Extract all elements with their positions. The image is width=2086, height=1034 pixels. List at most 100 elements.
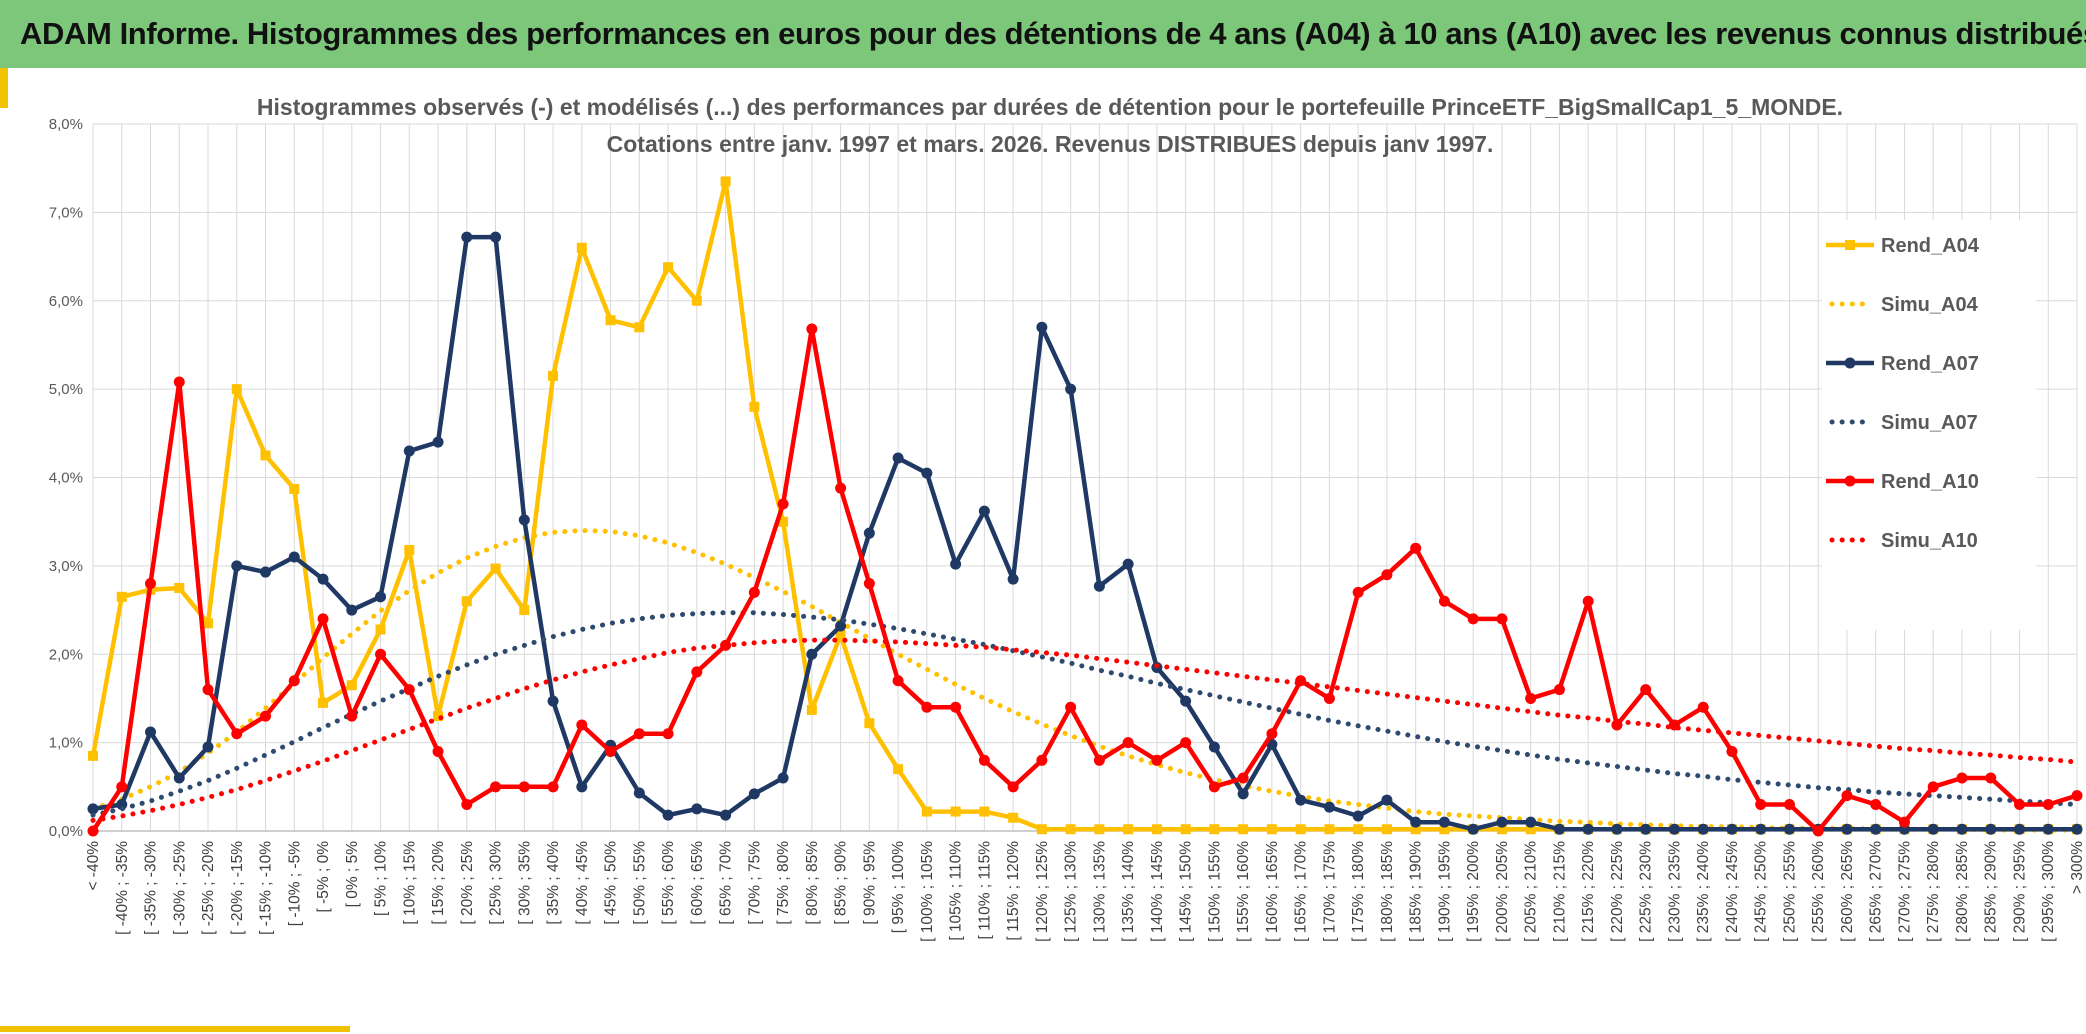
point-Rend_A10 xyxy=(1122,737,1134,749)
x-tick-label: [ -15% ; -10% xyxy=(258,841,275,935)
point-Rend_A10 xyxy=(403,684,415,696)
x-tick-label: [ 280% ; 285% xyxy=(1954,841,1971,942)
point-Rend_A10 xyxy=(173,376,185,388)
point-Rend_A07 xyxy=(145,726,157,738)
point-Rend_A07 xyxy=(1726,823,1738,835)
legend-label: Rend_A07 xyxy=(1881,353,1979,375)
point-Rend_A10 xyxy=(1726,745,1738,757)
point-Rend_A04 xyxy=(116,591,127,602)
x-tick-label: [ 45% ; 50% xyxy=(603,841,620,925)
point-Rend_A10 xyxy=(1496,613,1508,625)
y-tick-label: 5,0% xyxy=(49,381,83,398)
series-line-Rend_A07 xyxy=(92,234,2077,832)
series-Simu_A10 xyxy=(90,637,2080,823)
point-Rend_A04 xyxy=(318,697,329,708)
x-tick-label: [ 295% ; 300% xyxy=(2040,841,2057,942)
point-Rend_A04 xyxy=(404,544,415,555)
x-tick-label: [ 100% ; 105% xyxy=(919,841,936,942)
point-Rend_A07 xyxy=(2071,823,2083,835)
page-title: ADAM Informe. Histogrammes des performan… xyxy=(20,16,2086,51)
point-Rend_A10 xyxy=(2013,798,2025,810)
point-Rend_A07 xyxy=(1870,823,1882,835)
x-tick-label: [ 120% ; 125% xyxy=(1034,841,1051,942)
x-tick-label: [ 55% ; 60% xyxy=(660,841,677,925)
point-Rend_A07 xyxy=(720,809,732,821)
point-Rend_A07 xyxy=(1036,321,1048,333)
point-Rend_A07 xyxy=(231,560,243,572)
x-tick-label: [ -5% ; 0% xyxy=(315,841,332,913)
point-Rend_A10 xyxy=(2071,790,2083,802)
point-Rend_A10 xyxy=(116,781,128,793)
point-Rend_A10 xyxy=(145,578,157,590)
point-Rend_A10 xyxy=(202,684,214,696)
point-Rend_A10 xyxy=(2042,798,2054,810)
point-Rend_A10 xyxy=(662,728,674,740)
x-tick-label: [ 65% ; 70% xyxy=(718,841,735,925)
point-Rend_A10 xyxy=(547,781,559,793)
point-Rend_A07 xyxy=(173,772,185,784)
point-Rend_A07 xyxy=(576,781,588,793)
point-Rend_A04 xyxy=(720,176,731,187)
point-Rend_A10 xyxy=(490,781,502,793)
point-Rend_A07 xyxy=(1582,823,1594,835)
x-tick-label: [ 260% ; 265% xyxy=(1839,841,1856,942)
legend-entry-Simu_A07: Simu_A07 xyxy=(1829,412,1978,434)
legend-background xyxy=(1822,220,2036,630)
x-tick-label: [ 215% ; 220% xyxy=(1580,841,1597,942)
point-Rend_A07 xyxy=(1985,823,1997,835)
x-tick-label: [ 30% ; 35% xyxy=(516,841,533,925)
point-Rend_A04 xyxy=(289,483,300,494)
point-Rend_A07 xyxy=(835,620,847,632)
point-Rend_A04 xyxy=(260,450,271,461)
x-tick-label: [ 235% ; 240% xyxy=(1695,841,1712,942)
series-line-Simu_A04 xyxy=(90,527,2080,833)
point-Rend_A04 xyxy=(1065,824,1076,835)
point-Rend_A04 xyxy=(605,315,616,326)
point-Rend_A10 xyxy=(1841,790,1853,802)
point-Rend_A10 xyxy=(1870,798,1882,810)
y-tick-label: 2,0% xyxy=(49,646,83,663)
x-tick-label: [ 10% ; 15% xyxy=(401,841,418,925)
point-Rend_A04 xyxy=(1094,824,1105,835)
point-Rend_A10 xyxy=(288,675,300,687)
series-line-Simu_A10 xyxy=(90,637,2080,823)
point-Rend_A04 xyxy=(1151,824,1162,835)
x-tick-label: [ 60% ; 65% xyxy=(689,841,706,925)
point-Rend_A10 xyxy=(1640,684,1652,696)
x-tick-label: [ 5% ; 10% xyxy=(373,841,390,916)
x-tick-label: [ 90% ; 95% xyxy=(861,841,878,925)
x-tick-label: [ 95% ; 100% xyxy=(890,841,907,933)
legend: Rend_A04 Simu_A04 Rend_A07 Simu_A07 Rend_A10… xyxy=(1826,235,1980,552)
x-tick-label: [ 115% ; 120% xyxy=(1005,841,1022,941)
point-Rend_A10 xyxy=(863,578,875,590)
x-tick-label: [ 180% ; 185% xyxy=(1379,841,1396,942)
x-tick-label: [ 85% ; 90% xyxy=(833,841,850,925)
x-tick-label: [ -30% ; -25% xyxy=(171,841,188,935)
point-Rend_A10 xyxy=(1927,781,1939,793)
point-Rend_A07 xyxy=(2013,823,2025,835)
x-tick-label: [ 255% ; 260% xyxy=(1810,841,1827,942)
point-Rend_A07 xyxy=(1525,816,1537,828)
legend-entry-Rend_A04: Rend_A04 xyxy=(1826,235,1980,257)
legend-entry-Rend_A07: Rend_A07 xyxy=(1826,353,1979,375)
point-Rend_A07 xyxy=(1553,823,1565,835)
point-Rend_A10 xyxy=(1410,542,1422,554)
point-Rend_A04 xyxy=(950,806,961,817)
point-Rend_A10 xyxy=(1151,754,1163,766)
point-Rend_A10 xyxy=(461,798,473,810)
point-Rend_A10 xyxy=(1352,586,1364,598)
point-Rend_A10 xyxy=(1956,772,1968,784)
legend-label: Simu_A07 xyxy=(1881,412,1978,434)
x-tick-label: [ 195% ; 200% xyxy=(1465,841,1482,942)
y-tick-label: 7,0% xyxy=(49,204,83,221)
point-Rend_A04 xyxy=(663,262,674,273)
point-Rend_A10 xyxy=(777,498,789,510)
point-Rend_A10 xyxy=(921,701,933,713)
point-Rend_A04 xyxy=(835,629,846,640)
point-Rend_A04 xyxy=(806,704,817,715)
point-Rend_A10 xyxy=(1065,701,1077,713)
point-Rend_A04 xyxy=(778,516,789,527)
point-Rend_A07 xyxy=(1381,794,1393,806)
point-Rend_A07 xyxy=(1611,823,1623,835)
point-Rend_A07 xyxy=(403,445,415,457)
